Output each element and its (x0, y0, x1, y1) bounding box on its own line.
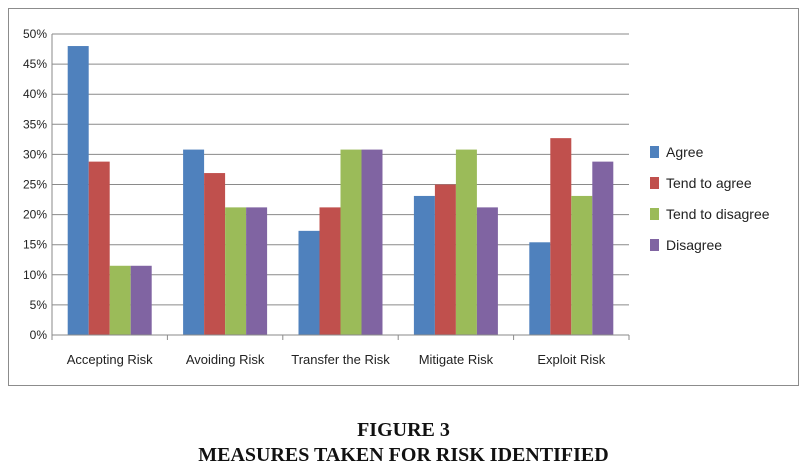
bar (361, 149, 383, 335)
bar (130, 265, 152, 335)
bar (340, 149, 362, 335)
bar (298, 230, 320, 335)
legend-label: Tend to disagree (666, 206, 770, 222)
bar (204, 173, 226, 335)
bar (413, 195, 435, 335)
y-tick-label: 10% (23, 268, 47, 282)
y-tick-label: 0% (30, 328, 48, 342)
y-tick-label: 35% (23, 117, 47, 131)
legend-label: Agree (666, 144, 704, 160)
y-tick-label: 15% (23, 238, 47, 252)
y-tick-label: 40% (23, 87, 47, 101)
y-tick-label: 50% (23, 27, 47, 41)
y-tick-label: 30% (23, 147, 47, 161)
bar (319, 207, 341, 335)
x-tick-label: Transfer the Risk (291, 352, 390, 367)
axes (51, 34, 630, 340)
y-tick-label: 45% (23, 57, 47, 71)
y-tick-labels: 0% 5% 10% 15% 20% 25% 30% 35% 40% 45% 50% (23, 27, 47, 342)
bar (571, 195, 593, 335)
x-tick-label: Exploit Risk (537, 352, 605, 367)
bar-chart: 0% 5% 10% 15% 20% 25% 30% 35% 40% 45% 50% Acceptin… (23, 27, 770, 367)
bars (67, 46, 614, 335)
legend-swatch (650, 239, 659, 251)
x-tick-labels: Accepting Risk Avoiding Risk Transfer the … (67, 352, 606, 367)
bar (592, 161, 614, 335)
bar (550, 138, 572, 335)
legend-label: Tend to agree (666, 175, 752, 191)
legend: Agree Tend to agree Tend to disagree Disagr… (650, 144, 770, 253)
y-tick-label: 20% (23, 208, 47, 222)
legend-swatch (650, 177, 659, 189)
bar (225, 207, 247, 335)
bar (109, 265, 131, 335)
bar (88, 161, 110, 335)
chart-frame: 0% 5% 10% 15% 20% 25% 30% 35% 40% 45% 50% Acceptin… (8, 8, 799, 386)
y-tick-label: 25% (23, 178, 47, 192)
legend-swatch (650, 146, 659, 158)
bar (183, 149, 205, 335)
legend-label: Disagree (666, 237, 722, 253)
figure-number: FIGURE 3 (357, 419, 450, 441)
bar (246, 207, 268, 335)
bar (529, 242, 551, 335)
y-tick-label: 5% (30, 298, 48, 312)
bar (476, 207, 498, 335)
bar (434, 184, 456, 335)
x-tick-label: Mitigate Risk (419, 352, 494, 367)
bar (67, 46, 89, 335)
x-tick-label: Avoiding Risk (186, 352, 265, 367)
bar (455, 149, 477, 335)
figure-title: MEASURES TAKEN FOR RISK IDENTIFIED (198, 444, 609, 466)
legend-swatch (650, 208, 659, 220)
x-tick-label: Accepting Risk (67, 352, 153, 367)
